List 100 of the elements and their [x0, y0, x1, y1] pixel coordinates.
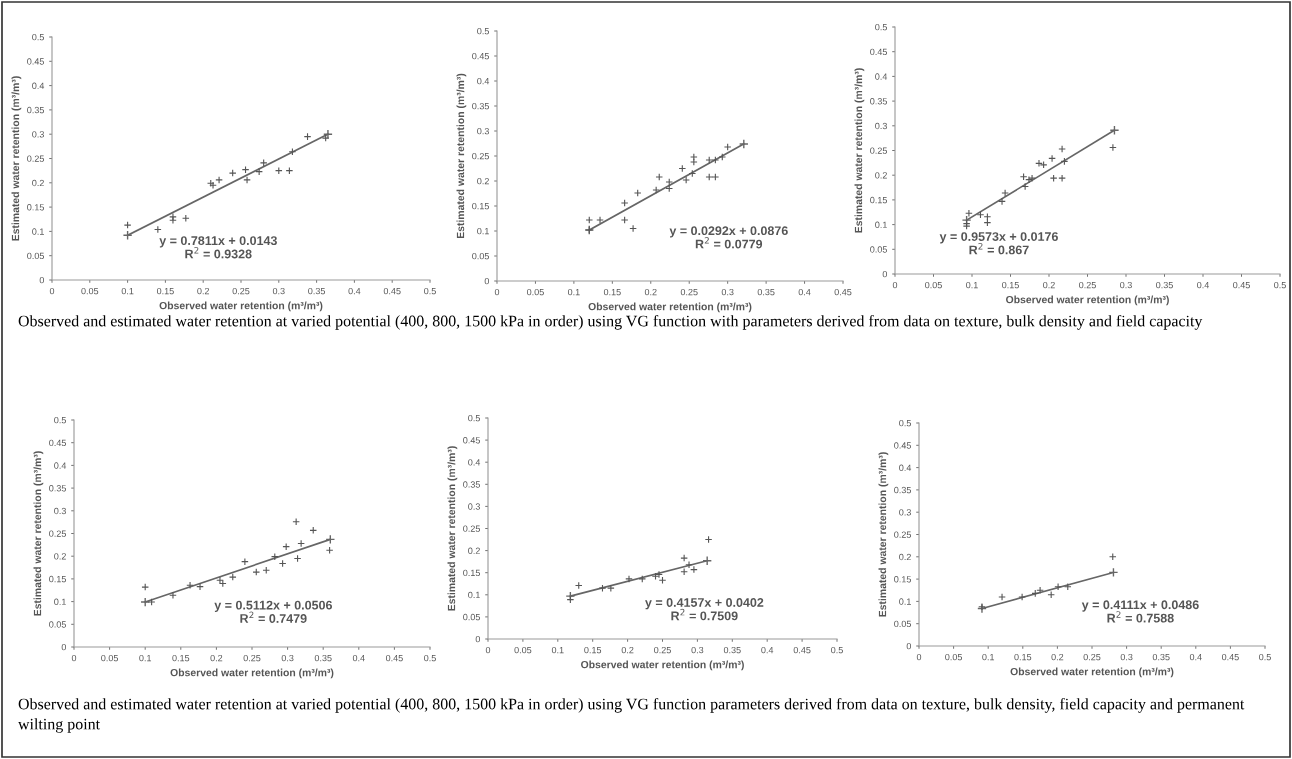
point: [678, 164, 687, 173]
y-tick-label: 0.05: [894, 620, 911, 628]
point: [147, 598, 156, 606]
point: [620, 199, 629, 207]
x-tick-label: 0.35: [723, 646, 741, 654]
text: Observed and estimated water retention at varied potential (400, 800, 1500 kPa in order) using VG function with parameters derived from data on texture, bulk density and field capacity: [18, 315, 1203, 330]
y-tick-label: 0.3: [875, 122, 887, 130]
x-tick-label: 0.5: [1274, 281, 1286, 289]
y-tick-label: 0.3: [899, 509, 911, 516]
x-tick-label: 0.2: [644, 288, 657, 296]
point: [169, 591, 177, 600]
y-tick-label: 0.3: [54, 507, 66, 515]
y-tick-label: 0.25: [27, 155, 44, 162]
x-tick-label: 0.45: [834, 288, 852, 296]
annotation: y = 0.9573x + 0.0176 R$^{2}$ = 0.867: [939, 232, 1058, 255]
y-tick-label: 0.45: [463, 437, 480, 444]
x-tick-label: 0.15: [172, 654, 190, 662]
x-tick-label: 0.4: [348, 287, 361, 295]
y-tick-label: 0.1: [477, 227, 489, 235]
y-axis-title: Estimated water retention (m³/m³): [447, 446, 458, 611]
y-tick-label: 0.2: [899, 553, 911, 561]
y-tick-label: 0.05: [472, 252, 489, 260]
y-tick-label: 0.15: [870, 196, 887, 204]
y-tick-label: 0: [475, 635, 481, 643]
point: [243, 176, 251, 184]
y-tick-label: 0.4: [468, 459, 481, 466]
x-tick-label: 0.1: [121, 287, 134, 295]
x-tick-label: 0.05: [945, 653, 963, 661]
y-tick-label: 0.5: [875, 23, 887, 31]
y-tick-label: 0.15: [894, 576, 911, 583]
x-tick-label: 0.35: [314, 654, 332, 662]
point: [633, 189, 642, 197]
point: [241, 165, 250, 174]
y-tick-label: 0.4: [54, 462, 67, 469]
point: [1019, 172, 1028, 181]
point: [1035, 159, 1043, 168]
y-tick-label: 0.35: [870, 98, 887, 105]
y-tick-label: 0.05: [49, 621, 66, 628]
point: [705, 173, 714, 181]
point: [566, 595, 575, 604]
point: [705, 156, 714, 164]
annotation: y = 0.4111x + 0.0486 R$^{2}$ = 0.7588: [1081, 600, 1199, 623]
y-tick-label: 0.1: [54, 598, 66, 605]
point: [293, 554, 302, 563]
y-tick-label: 0.35: [894, 486, 911, 494]
x-tick-label: 0.45: [793, 646, 811, 654]
x-tick-label: 0.1: [966, 281, 978, 289]
y-tick-label: 0.35: [472, 102, 489, 110]
x-tick-label: 0.3: [691, 646, 704, 654]
x-tick-label: 0.05: [527, 288, 544, 296]
point: [323, 129, 333, 140]
x-tick-label: 0.25: [654, 646, 671, 654]
y-tick-label: 0.1: [875, 221, 887, 228]
point: [1058, 145, 1066, 153]
x-axis-title: Observed water retention (m³/m³): [159, 301, 323, 312]
y-tick-label: 0.15: [27, 204, 44, 211]
x-tick-label: 0.3: [1120, 281, 1132, 289]
point: [976, 210, 985, 219]
x-tick-label: 0.35: [1156, 281, 1173, 289]
x-tick-label: 0.1: [551, 646, 564, 654]
y-tick-label: 0.45: [27, 58, 44, 65]
x-tick-label: 0.2: [1051, 653, 1064, 661]
y-tick-label: 0.25: [870, 147, 887, 154]
point: [1060, 157, 1069, 166]
point: [690, 158, 698, 166]
x-tick-label: 0.1: [139, 654, 152, 662]
y-tick-label: 0.5: [32, 33, 44, 41]
point: [688, 169, 697, 178]
x-tick-label: 0.15: [156, 287, 174, 295]
y-tick-label: 0.3: [468, 503, 480, 510]
point: [702, 555, 713, 566]
x-axis-title: Observed water retention (m³/m³): [1006, 295, 1169, 306]
point: [998, 197, 1006, 206]
y-tick-label: 0.2: [477, 177, 489, 185]
x-tick-label: 0.25: [1083, 653, 1101, 661]
y-tick-label: 0.5: [468, 414, 480, 422]
y-tick-label: 0.15: [463, 569, 480, 577]
y-tick-label: 0: [39, 276, 45, 284]
x-tick-label: 0.5: [831, 646, 843, 654]
point: [682, 176, 690, 184]
y-tick-label: 0.15: [49, 575, 66, 583]
point: [285, 166, 294, 175]
x-tick-label: 0.15: [603, 288, 621, 296]
x-tick-label: 0.45: [1221, 653, 1239, 661]
y-tick-label: 0.5: [54, 416, 66, 424]
x-tick-label: 0: [494, 288, 500, 296]
y-tick-label: 0.1: [468, 591, 480, 599]
y-tick-label: 0.4: [32, 82, 45, 89]
y-axis-title: Estimated water retention (m³/m³): [456, 73, 467, 239]
point: [690, 153, 698, 161]
annotation: y = 0.4157x + 0.0402 R$^{2}$ = 0.7509: [645, 598, 764, 621]
x-tick-label: 0.05: [925, 281, 942, 289]
point: [711, 173, 720, 181]
x-tick-label: 0.5: [424, 287, 436, 295]
y-tick-label: 0.45: [472, 52, 489, 60]
y-tick-label: 0.35: [463, 481, 480, 488]
point: [983, 218, 992, 227]
x-tick-label: 0.25: [243, 654, 261, 662]
point: [620, 216, 629, 224]
y-tick-label: 0.45: [870, 48, 887, 56]
